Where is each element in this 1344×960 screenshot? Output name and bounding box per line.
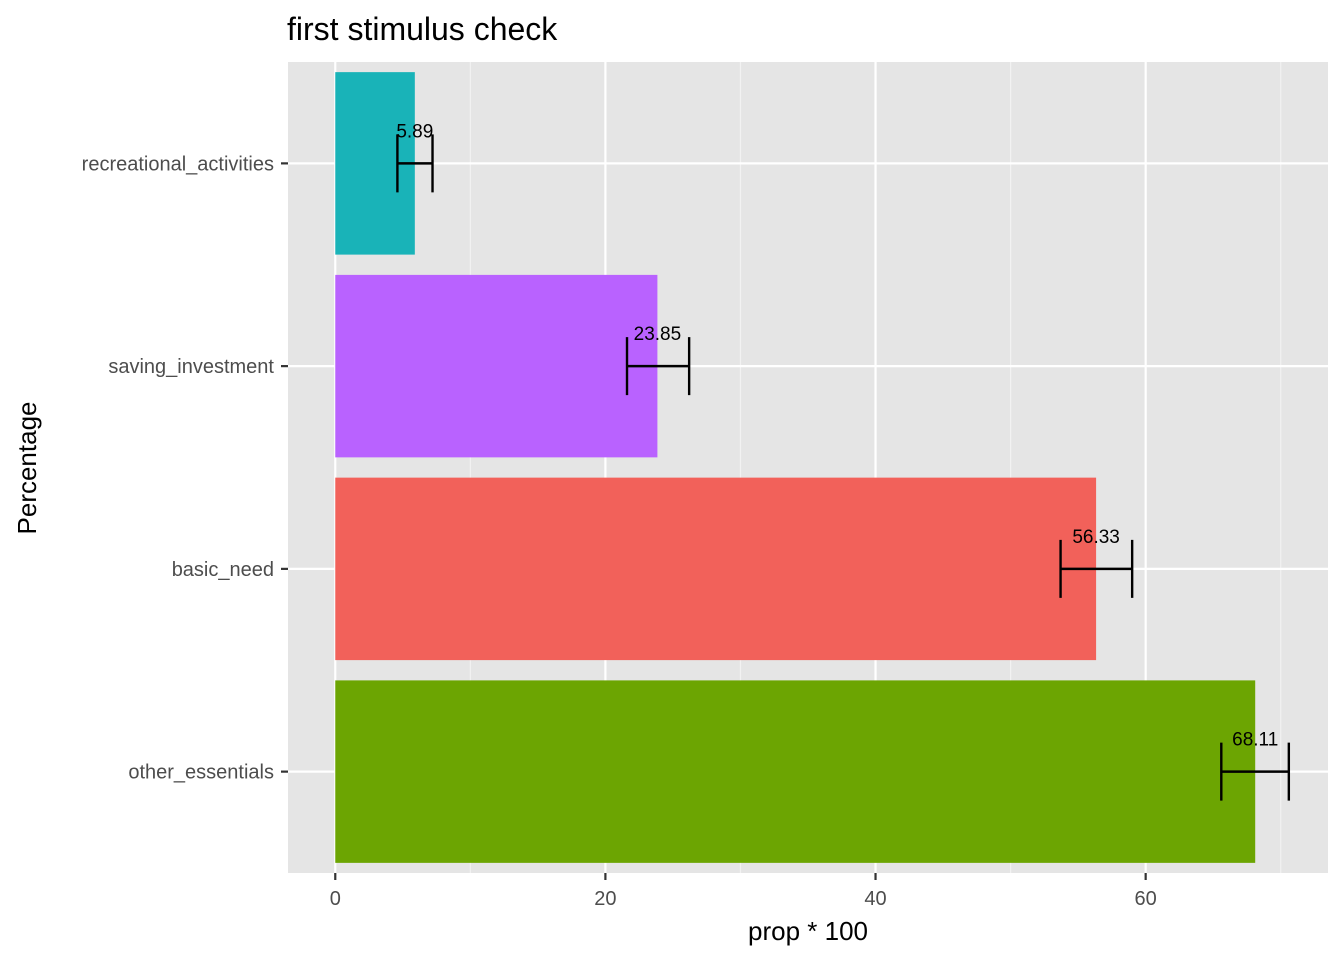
- bar-other_essentials: [335, 680, 1256, 863]
- error-bars: [396, 134, 1291, 801]
- x-tick-label: 20: [594, 888, 616, 910]
- data-labels: 5.89 23.85 56.33 68.11: [396, 121, 1278, 750]
- data-label-recreational_activities: 5.89: [396, 121, 433, 142]
- data-label-saving_investment: 23.85: [634, 324, 682, 345]
- bar-basic_need: [335, 477, 1097, 661]
- y-tick-label: basic_need: [172, 559, 274, 581]
- x-axis-title: prop * 100: [748, 916, 868, 946]
- errorbar-basic_need: [1059, 539, 1134, 598]
- errorbar-saving_investment: [625, 337, 691, 396]
- bar-saving_investment: [335, 274, 658, 458]
- x-tick-label: 0: [330, 888, 341, 910]
- x-tick-label: 60: [1135, 888, 1157, 910]
- x-tick-label: 40: [864, 888, 886, 910]
- y-axis: recreational_activities saving_investment…: [82, 153, 288, 784]
- x-axis: 0 20 40 60: [330, 873, 1157, 910]
- y-tick-label: recreational_activities: [82, 153, 274, 175]
- errorbar-other_essentials: [1220, 742, 1291, 801]
- errorbar-recreational_activities: [396, 134, 434, 193]
- data-label-basic_need: 56.33: [1072, 527, 1120, 548]
- chart-title: first stimulus check: [287, 11, 558, 47]
- y-axis-title: Percentage: [12, 402, 42, 535]
- data-label-other_essentials: 68.11: [1232, 730, 1278, 751]
- y-tick-label: saving_investment: [108, 356, 274, 378]
- y-tick-label: other_essentials: [128, 762, 274, 784]
- bars: [335, 72, 1256, 863]
